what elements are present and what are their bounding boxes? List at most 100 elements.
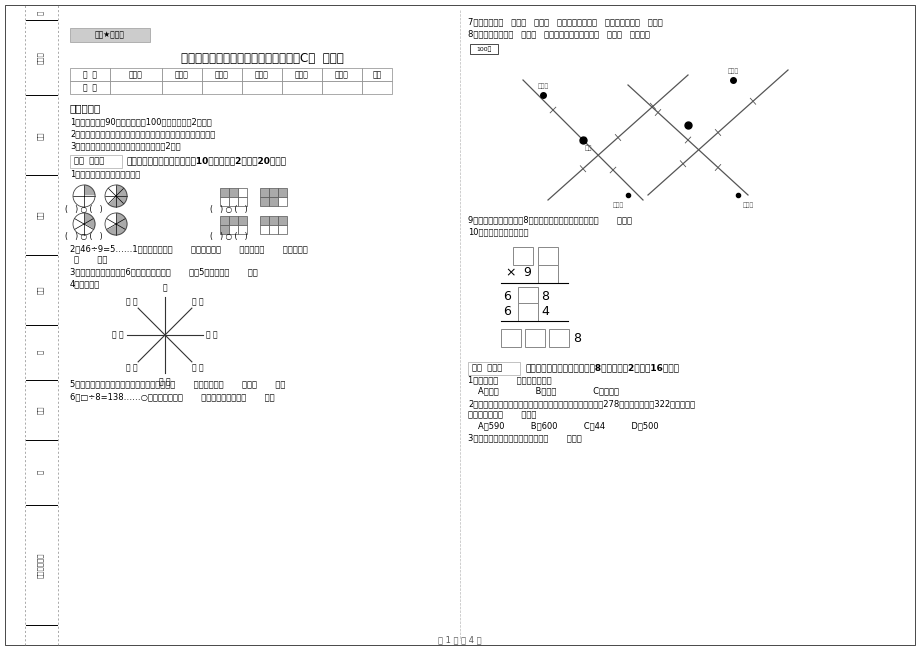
- Bar: [260, 216, 268, 225]
- Bar: [220, 197, 229, 206]
- Text: 小明家: 小明家: [727, 68, 738, 74]
- Bar: [361, 81, 391, 94]
- Text: （ ）: （ ）: [159, 378, 171, 387]
- Bar: [162, 81, 202, 94]
- Text: 学校: 学校: [37, 406, 43, 414]
- Polygon shape: [105, 196, 116, 204]
- Polygon shape: [116, 188, 127, 196]
- Text: 学校: 学校: [584, 145, 591, 151]
- Bar: [229, 216, 238, 225]
- Text: 4、填一填。: 4、填一填。: [70, 280, 100, 289]
- Bar: [238, 225, 246, 234]
- Text: 8: 8: [540, 291, 549, 304]
- Text: ×: ×: [505, 266, 515, 280]
- Text: 街: 街: [37, 470, 43, 474]
- Bar: [162, 68, 202, 81]
- Text: 填空题: 填空题: [129, 70, 142, 79]
- Bar: [282, 68, 322, 81]
- Bar: [242, 68, 282, 81]
- Bar: [110, 68, 162, 81]
- Polygon shape: [107, 213, 116, 224]
- Text: 7、你出生于（   ）年（   ）月（   ）日，那一年是（   ）年，全年有（   ）天。: 7、你出生于（ ）年（ ）月（ ）日，那一年是（ ）年，全年有（ ）天。: [468, 18, 662, 27]
- Text: 绝密★启用前: 绝密★启用前: [95, 31, 125, 40]
- Bar: [268, 225, 278, 234]
- Polygon shape: [84, 196, 95, 207]
- Bar: [70, 81, 110, 94]
- Text: （ ）: （ ）: [126, 297, 138, 306]
- Bar: [501, 329, 520, 347]
- Text: (   ) ○ (   ): ( ) ○ ( ): [210, 233, 247, 242]
- Text: 选择题: 选择题: [175, 70, 188, 79]
- Text: 得  分: 得 分: [83, 83, 96, 92]
- Text: 总分: 总分: [372, 70, 381, 79]
- Bar: [278, 197, 287, 206]
- Bar: [268, 197, 278, 206]
- Text: 小明家: 小明家: [612, 202, 623, 208]
- Polygon shape: [105, 218, 116, 229]
- Polygon shape: [105, 188, 116, 196]
- Text: 3、最大的三位数是最大一位数的（       ）倍。: 3、最大的三位数是最大一位数的（ ）倍。: [468, 434, 581, 443]
- Text: 2、请首先按要求在试卷的指定位置填写您的姓名、班级、学号。: 2、请首先按要求在试卷的指定位置填写您的姓名、班级、学号。: [70, 129, 215, 138]
- Text: 得分  评卷人: 得分 评卷人: [74, 157, 104, 166]
- Text: 3、不要在试卷上乱写乱画，卷面不整洁扣2分。: 3、不要在试卷上乱写乱画，卷面不整洁扣2分。: [70, 142, 180, 151]
- Bar: [361, 68, 391, 81]
- Text: 9、小明从一楼到三楼用8秒，照这样他从一楼到五楼用（       ）秒。: 9、小明从一楼到三楼用8秒，照这样他从一楼到五楼用（ ）秒。: [468, 216, 631, 224]
- Text: 沪教版三年级数学下学期期末考试试题C卷  附答案: 沪教版三年级数学下学期期末考试试题C卷 附答案: [181, 51, 344, 64]
- Text: (   ) ○ (   ): ( ) ○ ( ): [65, 205, 103, 214]
- Text: 图: 图: [37, 11, 43, 15]
- Bar: [538, 247, 558, 265]
- Bar: [238, 216, 246, 225]
- Bar: [229, 197, 238, 206]
- Bar: [278, 216, 287, 225]
- Text: （ ）: （ ）: [112, 330, 124, 339]
- Text: 1、看图写分数，并比较大小。: 1、看图写分数，并比较大小。: [70, 170, 140, 179]
- Text: 北: 北: [163, 283, 167, 292]
- Text: 9: 9: [522, 266, 530, 280]
- Bar: [70, 68, 110, 81]
- Text: 得分  评卷人: 得分 评卷人: [471, 363, 502, 372]
- Bar: [322, 81, 361, 94]
- Text: (   ) ○ (   ): ( ) ○ ( ): [65, 233, 103, 242]
- Bar: [278, 188, 287, 197]
- Text: 印卷人: 印卷人: [37, 51, 43, 64]
- Bar: [260, 188, 268, 197]
- Bar: [525, 329, 544, 347]
- Text: 班级: 班级: [37, 286, 43, 294]
- Text: A、一定              B、可能              C、不可能: A、一定 B、可能 C、不可能: [478, 387, 618, 395]
- Bar: [549, 329, 568, 347]
- Text: 100米: 100米: [476, 46, 491, 52]
- Text: 1、四边形（       ）平行四边形。: 1、四边形（ ）平行四边形。: [468, 376, 551, 385]
- Text: 校对: 校对: [37, 132, 43, 140]
- Bar: [202, 81, 242, 94]
- Bar: [470, 44, 497, 54]
- Text: 10、在里填上适当的数。: 10、在里填上适当的数。: [468, 227, 528, 237]
- Text: (   ) ○ (   ): ( ) ○ ( ): [210, 205, 247, 214]
- Bar: [238, 188, 246, 197]
- Text: 州新电视塔高（       ）米。: 州新电视塔高（ ）米。: [468, 411, 536, 419]
- Text: 考试须知：: 考试须知：: [70, 103, 101, 113]
- Polygon shape: [116, 196, 124, 207]
- Text: （       ）。: （ ）。: [74, 255, 108, 265]
- Text: 1、考试时间：90分钟，满分为100分（含卷面分2分）。: 1、考试时间：90分钟，满分为100分（含卷面分2分）。: [70, 118, 211, 127]
- Text: （ ）: （ ）: [192, 364, 204, 372]
- Bar: [229, 188, 238, 197]
- Bar: [220, 225, 229, 234]
- Text: 题  号: 题 号: [83, 70, 96, 79]
- Text: 二、反复比较，慎重选择（共8小题，每题2分，共16分）。: 二、反复比较，慎重选择（共8小题，每题2分，共16分）。: [526, 363, 679, 372]
- Text: 小红家: 小红家: [537, 83, 548, 89]
- Bar: [220, 188, 229, 197]
- Polygon shape: [84, 185, 95, 196]
- Bar: [538, 265, 558, 283]
- Text: 5、在进位加法中，不管哪一位上的数相加满（       ），都要向（       ）进（       ）。: 5、在进位加法中，不管哪一位上的数相加满（ ），都要向（ ）进（ ）。: [70, 380, 285, 389]
- Polygon shape: [73, 185, 84, 196]
- Bar: [202, 68, 242, 81]
- Text: 4: 4: [540, 306, 549, 318]
- Bar: [268, 216, 278, 225]
- Bar: [468, 362, 519, 375]
- Bar: [278, 225, 287, 234]
- Polygon shape: [73, 196, 84, 207]
- Polygon shape: [74, 224, 84, 235]
- Text: 判断题: 判断题: [215, 70, 229, 79]
- FancyBboxPatch shape: [70, 28, 150, 42]
- Polygon shape: [84, 213, 94, 224]
